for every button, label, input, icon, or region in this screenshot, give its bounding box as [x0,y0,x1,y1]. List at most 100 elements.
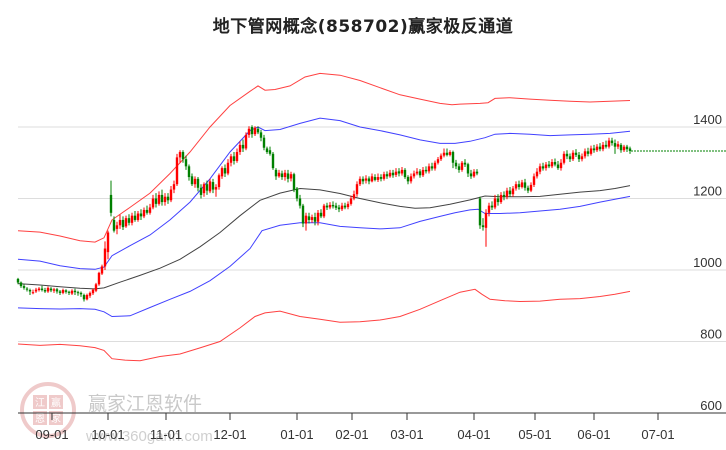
candle-body [586,151,590,154]
candle-body [43,290,47,292]
candle-body [136,213,140,220]
candle-body [601,144,605,150]
candle-body [394,171,398,175]
candle-body [118,219,122,226]
candle-body [307,216,311,220]
candle-body [97,272,101,285]
candle-body [487,205,491,213]
candle-body [250,127,254,135]
candle-body [124,218,128,227]
candle-body [541,166,545,169]
candle-body [514,184,518,189]
middle-line-line [17,185,631,290]
candle-body [364,178,368,181]
candle-body [604,144,608,147]
candle-body [259,132,263,138]
candle-body [538,166,542,172]
candle-body [478,198,482,226]
y-tick-label: 1000 [693,255,722,270]
candle-body [442,152,446,156]
candle-body [583,151,587,157]
candle-body [34,289,38,292]
candle-body [517,184,521,188]
candle-body [334,205,338,208]
candle-body [565,153,569,157]
candle-body [544,164,548,169]
candle-body [238,144,242,153]
x-tick-label: 05-01 [518,427,551,442]
candle-body [100,266,104,274]
candle-body [436,159,440,163]
candle-body [547,164,551,167]
candle-body [391,172,395,176]
channel-lines [17,72,631,362]
candle-body [415,171,419,174]
candle-body [82,295,86,300]
candle-body [190,176,194,185]
candle-body [370,176,374,182]
candle-body [595,146,599,151]
candle-body [37,288,41,291]
candle-body [49,288,53,291]
candle-body [253,127,257,135]
candle-body [217,175,221,188]
candle-body [67,291,71,293]
candle-body [532,176,536,185]
candle-body [286,173,290,179]
candle-body [160,194,164,203]
candle-body [457,166,461,170]
watermark-url: www.360gann.com [85,428,213,445]
candle-body [403,169,407,178]
candle-body [592,148,596,151]
candle-body [445,152,449,155]
candle-body [439,155,443,160]
candle-body [328,204,332,208]
candle-body [205,184,209,191]
candle-body [589,148,593,154]
outer-upper-band-line [17,72,631,243]
candle-body [490,205,494,208]
candle-body [202,184,206,194]
candle-body [22,286,26,288]
candle-body [562,153,566,163]
candle-body [88,292,92,296]
candle-body [247,128,251,135]
candle-body [121,219,125,228]
candle-body [406,177,410,182]
candle-body [193,178,197,185]
candle-body [421,169,425,176]
candle-body [235,152,239,161]
outer-lower-band-line [17,288,631,362]
candle-body [112,219,116,231]
candle-body [418,171,422,176]
candle-body [184,159,188,167]
x-tick-label: 12-01 [213,427,246,442]
candle-body [337,207,341,210]
candle-body [484,212,488,228]
candle-body [127,218,131,223]
candle-body [502,194,506,197]
candle-body [427,166,431,172]
candle-body [475,171,479,174]
candle-body [40,288,44,291]
candle-body [64,290,68,292]
candle-body [469,173,473,177]
candle-body [376,177,380,180]
candle-body [460,162,464,170]
candle-body [61,290,65,293]
candle-body [85,295,89,300]
candle-body [277,172,281,177]
candle-body [310,217,314,220]
candle-body [463,162,467,165]
candle-body [628,148,632,151]
x-tick-label: 01-01 [280,427,313,442]
candle-body [220,168,224,177]
candle-body [175,157,179,185]
candle-body [76,292,80,294]
candle-body [616,144,620,147]
y-tick-label: 1200 [693,184,722,199]
candle-body [115,225,119,229]
candle-body [298,198,302,206]
x-axis: 09-01 10-01 11-01 12-01 01-01 02-01 03-01 04-01… [18,412,726,442]
watermark-brand: 赢家江恩软件 [88,393,202,415]
